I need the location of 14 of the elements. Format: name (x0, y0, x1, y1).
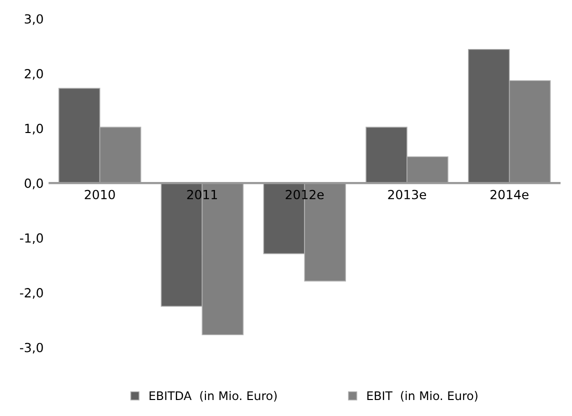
x-tick-label: 2011 (187, 190, 217, 200)
x-tick-label: 2012e (286, 190, 324, 200)
y-tick-label: -2,0 (20, 288, 43, 299)
y-tick-label: 1,0 (25, 124, 43, 134)
y-tick-label: -3,0 (20, 342, 43, 354)
x-tick-label: 2014e (490, 190, 528, 200)
y-tick-label: 2,0 (24, 68, 43, 80)
x-tick-label: 2013e (388, 190, 426, 200)
y-tick-label: 0,0 (24, 178, 43, 190)
y-tick-label: 3,0 (24, 14, 43, 25)
x-tick-label: 2010 (84, 190, 115, 200)
legend-label: EBIT (in Mio. Euro) (367, 391, 478, 402)
legend-label: EBITDA (in Mio. Euro) (150, 391, 277, 402)
y-tick-label: -1,0 (20, 233, 43, 244)
